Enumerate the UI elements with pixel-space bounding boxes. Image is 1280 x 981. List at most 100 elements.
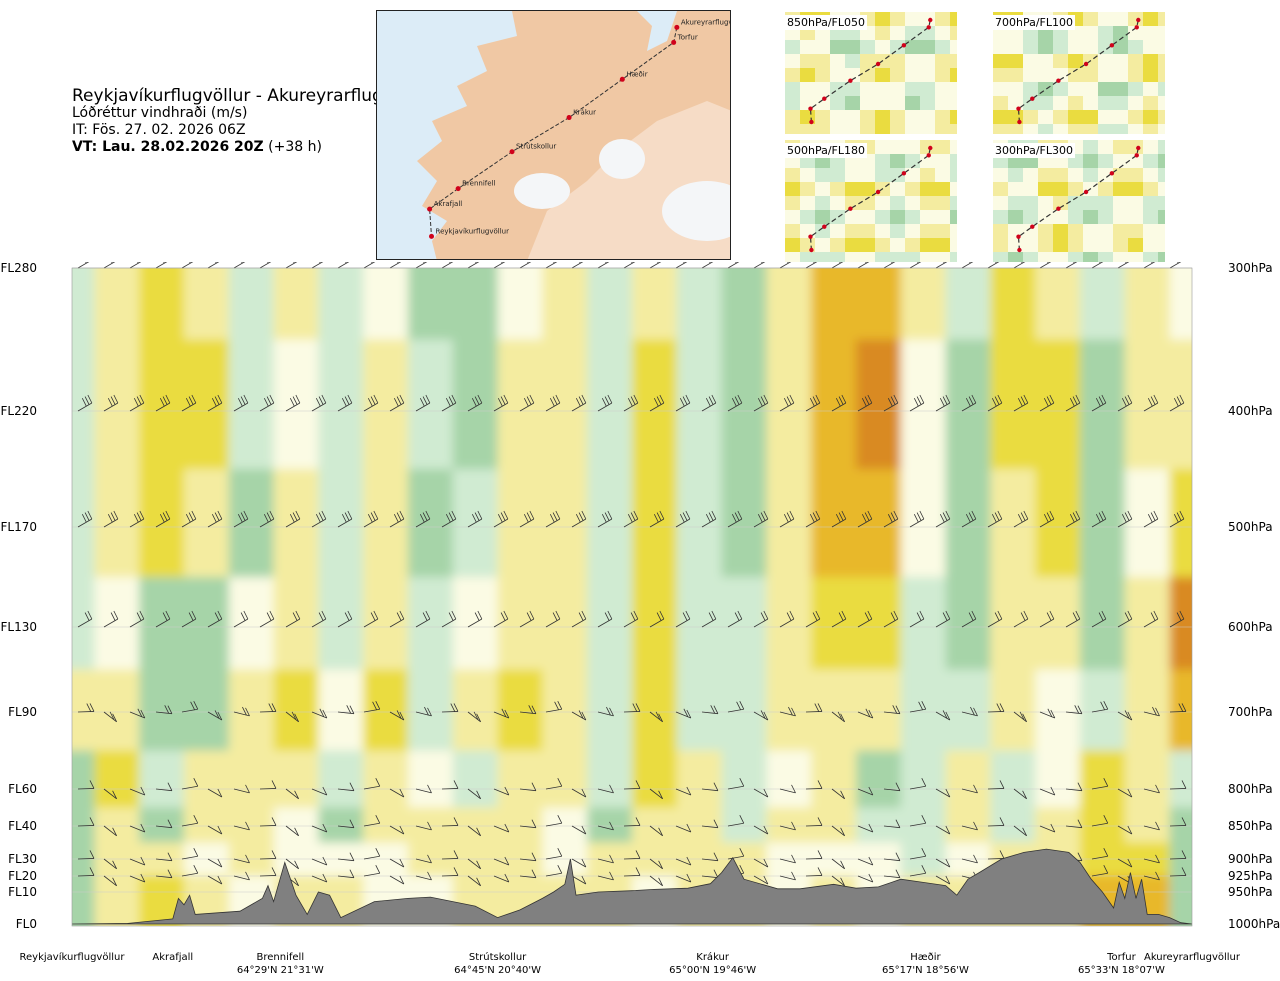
route-waypoint-dot <box>566 115 572 121</box>
wind-barb <box>233 871 250 881</box>
wind-barb <box>857 610 873 628</box>
mini-route-dot <box>809 247 814 253</box>
wind-barb <box>1013 262 1026 269</box>
wind-barb <box>649 858 663 870</box>
velocity-cell <box>990 469 1037 578</box>
wind-barb <box>181 262 194 269</box>
wind-barb <box>311 873 328 883</box>
wind-barb <box>103 788 117 800</box>
wind-barb <box>1091 610 1107 628</box>
mini-field-cell <box>860 196 875 210</box>
wind-barb <box>701 852 719 862</box>
wind-barb <box>909 394 925 412</box>
mini-field-cell <box>1158 110 1165 124</box>
mini-field-cell <box>1098 224 1113 238</box>
mini-field-cell <box>1158 124 1165 134</box>
wind-barb <box>883 852 901 862</box>
mini-field-cell <box>860 210 875 224</box>
wind-barb <box>753 510 769 528</box>
mini-field-cell <box>1008 168 1023 182</box>
route-map: Akureyrarflugvöllur Torfur Hæðir Krákur Strú… <box>376 10 731 260</box>
velocity-cell <box>900 469 947 578</box>
wind-barb <box>311 610 327 628</box>
mini-field-cell <box>845 252 860 262</box>
velocity-cell <box>676 842 723 877</box>
mini-field-cell <box>875 124 890 134</box>
wind-barb <box>623 780 641 790</box>
mini-field-cell <box>1053 210 1068 224</box>
mini-field-cell <box>890 40 905 54</box>
velocity-cell <box>990 750 1037 809</box>
wind-barb <box>155 869 173 879</box>
velocity-cell <box>363 268 409 341</box>
velocity-cell <box>856 842 902 877</box>
wind-barb <box>519 610 535 628</box>
velocity-cell <box>587 268 633 341</box>
mini-field-cell <box>1128 140 1143 154</box>
velocity-cell <box>945 807 992 844</box>
route-waypoint-label: Akureyrarflugvöllur <box>681 18 731 26</box>
mini-field-cell <box>1128 224 1143 238</box>
wind-barb <box>311 708 328 719</box>
wind-barb <box>363 510 379 528</box>
mini-field-cell <box>1128 124 1143 134</box>
mini-field-cell <box>1083 210 1098 224</box>
mini-field-cell <box>950 154 957 168</box>
mini-field-cell <box>905 12 920 26</box>
velocity-cell <box>632 669 678 752</box>
velocity-cell <box>228 339 275 470</box>
mini-field-cell <box>1083 154 1098 168</box>
wind-barb <box>181 510 197 528</box>
mini-field-cell <box>1143 82 1158 96</box>
wind-barb <box>727 510 743 528</box>
wind-barb <box>285 262 298 269</box>
route-layer: Akureyrarflugvöllur Torfur Hæðir Krákur Strú… <box>427 18 731 239</box>
velocity-cell <box>273 842 320 877</box>
mini-field-cell <box>800 82 815 96</box>
velocity-cell <box>363 577 409 671</box>
velocity-cell <box>1124 339 1171 470</box>
wind-barb <box>467 510 483 528</box>
wind-barb <box>727 701 745 713</box>
wind-barb <box>935 262 948 269</box>
wind-barb <box>233 610 249 628</box>
wind-barb <box>77 850 95 860</box>
mini-field-cell <box>1158 168 1165 182</box>
velocity-cell <box>811 268 857 341</box>
mini-field-cell <box>935 210 950 224</box>
mini-field-cell <box>1128 110 1143 124</box>
velocity-cell <box>184 807 230 844</box>
wind-barb <box>935 394 951 412</box>
mini-field-cell <box>785 196 800 210</box>
velocity-cell <box>721 750 768 809</box>
mini-route-dot <box>875 189 881 195</box>
mini-field-cell <box>1083 96 1098 110</box>
velocity-cell <box>497 842 544 877</box>
mini-field-cell <box>905 40 920 54</box>
mini-field-cell <box>1113 182 1128 196</box>
mini-field-cell <box>1068 238 1083 252</box>
mini-field-cell <box>1143 54 1158 68</box>
wind-barb <box>545 701 563 713</box>
mini-field-cell <box>1038 182 1053 196</box>
wind-barb <box>753 394 769 412</box>
mini-field-cell <box>950 40 957 54</box>
wind-barb <box>77 262 90 269</box>
wind-barb <box>337 819 355 829</box>
velocity-cell <box>632 750 678 809</box>
mini-route-dot <box>1017 119 1022 125</box>
wind-barb <box>1117 788 1133 798</box>
wind-barb <box>1013 510 1029 528</box>
mini-field-cell <box>1053 40 1068 54</box>
mini-field-cell <box>993 82 1008 96</box>
wind-barb <box>155 262 168 269</box>
wind-barb <box>441 703 459 713</box>
wind-barb <box>1091 394 1107 412</box>
mini-field-cell <box>890 110 905 124</box>
mini-field-cell <box>905 154 920 168</box>
mini-field-cell <box>993 224 1008 238</box>
velocity-cell <box>856 268 902 341</box>
mini-field-cell <box>1068 210 1083 224</box>
wind-barb <box>935 875 951 885</box>
mini-field-cell <box>935 54 950 68</box>
